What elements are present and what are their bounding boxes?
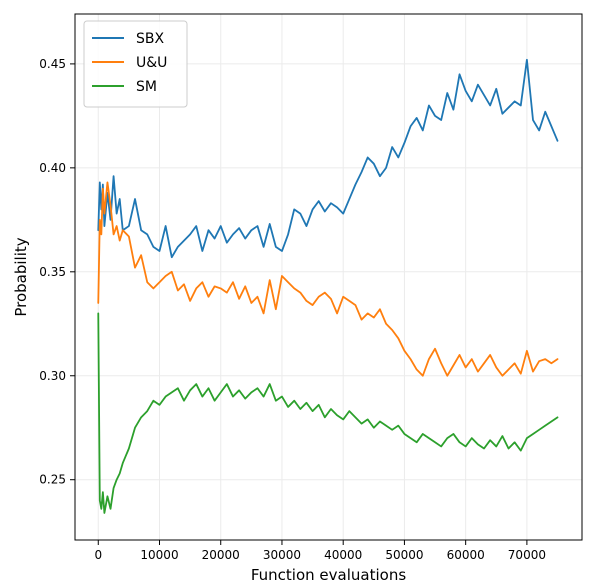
y-tick-label: 0.35 xyxy=(39,265,66,279)
grid xyxy=(75,14,582,540)
y-tick-label: 0.40 xyxy=(39,161,66,175)
x-tick-label: 20000 xyxy=(202,548,240,562)
x-tick-label: 0 xyxy=(94,548,102,562)
x-tick-label: 50000 xyxy=(385,548,423,562)
x-tick-label: 10000 xyxy=(140,548,178,562)
x-tick-label: 70000 xyxy=(508,548,546,562)
y-axis-label: Probability xyxy=(12,237,30,316)
x-tick-label: 60000 xyxy=(447,548,485,562)
y-axis-ticks: 0.25 0.30 0.35 0.40 0.45 xyxy=(39,57,75,487)
legend-label-u-u: U&U xyxy=(136,55,167,71)
plot-frame xyxy=(74,13,583,541)
x-axis-label: Function evaluations xyxy=(251,566,406,583)
series-line-sm xyxy=(97,312,559,514)
legend: SBX U&U SM xyxy=(83,20,188,108)
legend-label-sbx: SBX xyxy=(136,31,164,47)
series-line-sbx xyxy=(97,58,559,259)
x-tick-label: 40000 xyxy=(324,548,362,562)
y-tick-label: 0.45 xyxy=(39,57,66,71)
series-layer xyxy=(97,58,559,514)
y-tick-label: 0.30 xyxy=(39,369,66,383)
x-axis-ticks: 0 10000 20000 30000 40000 50000 60000 70000 xyxy=(94,540,546,562)
y-tick-label: 0.25 xyxy=(39,473,66,487)
legend-label-sm: SM xyxy=(136,79,157,95)
series-line-u-u xyxy=(97,181,559,377)
x-tick-label: 30000 xyxy=(263,548,301,562)
